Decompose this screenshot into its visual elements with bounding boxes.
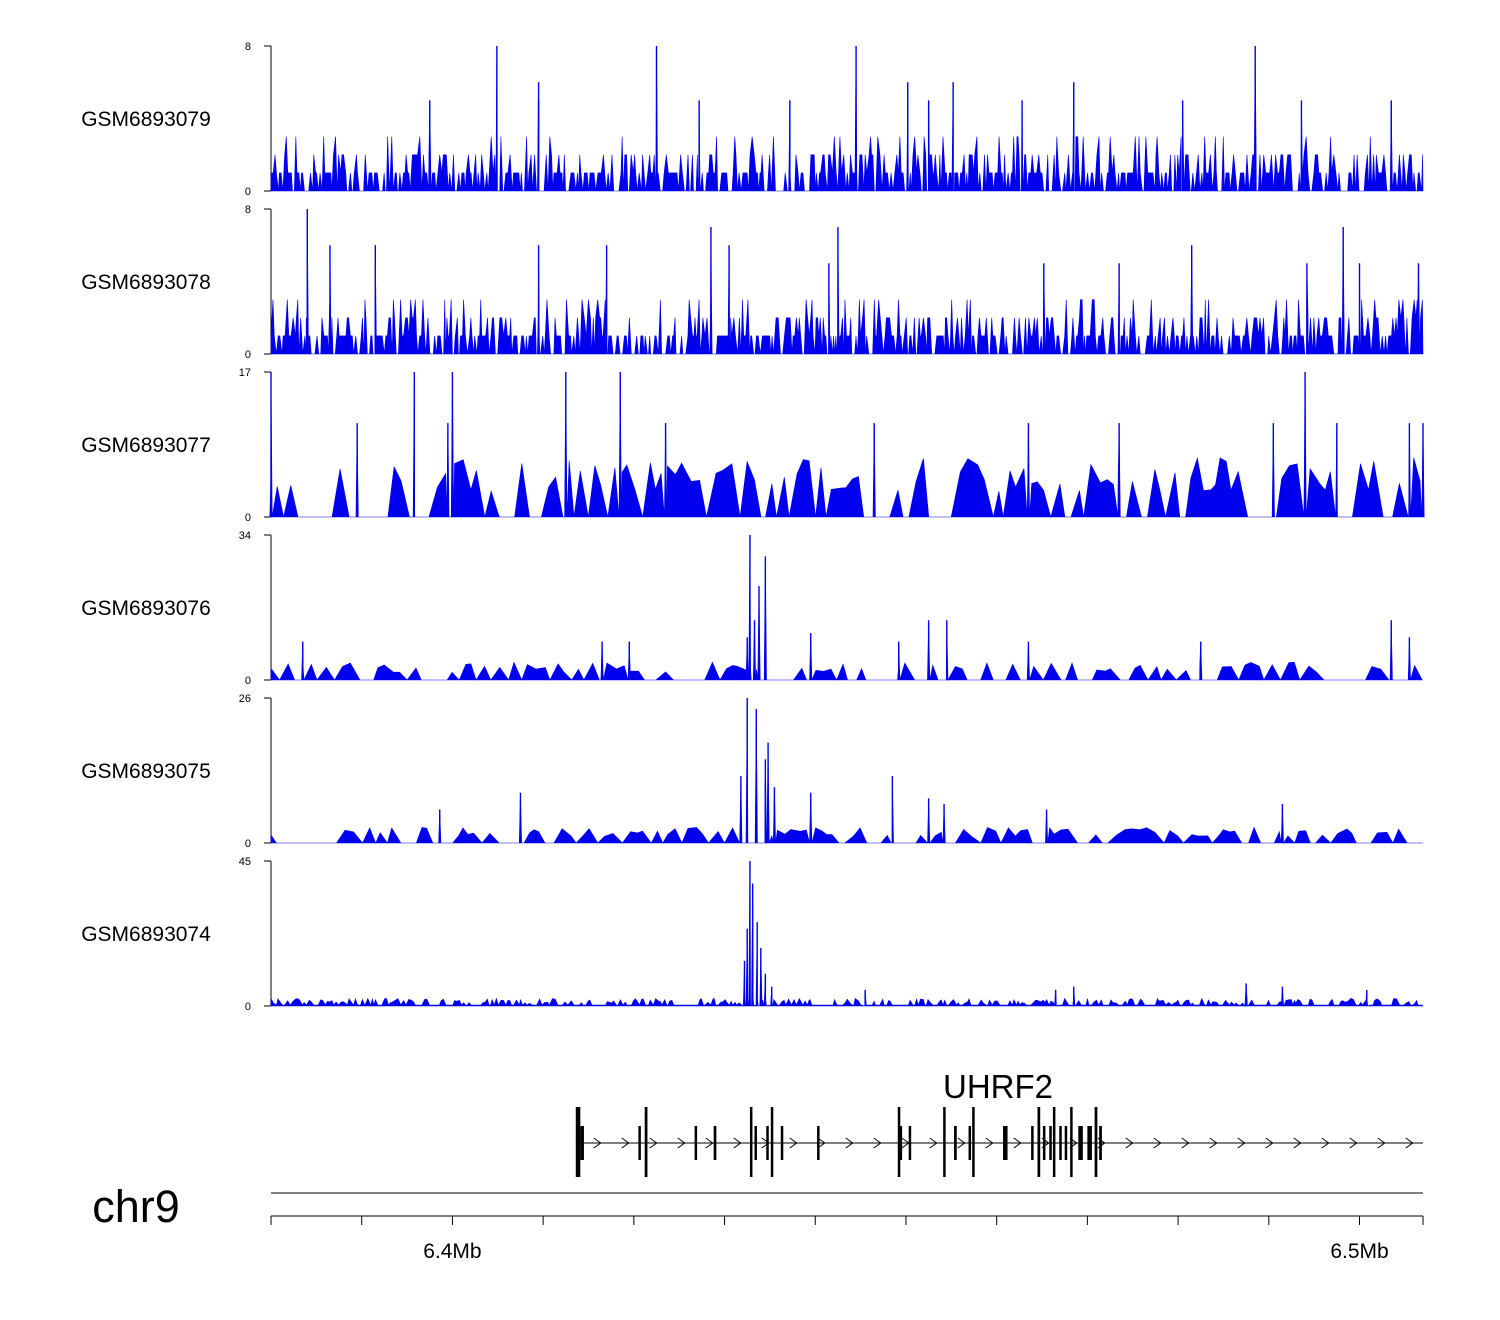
gene-annotation-track: UHRF2 [575,1068,1423,1177]
exon [899,1126,903,1160]
exon [713,1126,717,1160]
y-tick-label-min: 0 [245,675,251,687]
track-label: GSM6893079 [81,108,211,131]
exon [1087,1126,1092,1160]
y-tick-label-max: 26 [239,693,251,705]
strand-arrow [1405,1137,1414,1149]
genome-axis: chr9 6.4Mb 6.5Mb [92,1181,1424,1263]
track-GSM6893079: GSM6893079 8 0 [81,41,1424,198]
strand-arrow [677,1137,686,1149]
coverage-tracks: GSM689307980GSM689307880GSM6893077170GSM… [81,41,1425,1013]
coverage-area [270,534,1423,682]
exon [644,1107,648,1177]
exon [766,1126,769,1160]
x-tick-label: 6.5Mb [1330,1240,1388,1263]
y-tick-label-min: 0 [245,186,251,198]
exon [972,1107,975,1177]
y-tick-label-max: 34 [239,530,251,542]
coverage-area [269,371,1425,519]
strand-arrow [817,1137,826,1149]
exon [1031,1126,1034,1160]
y-tick-label-max: 8 [245,204,251,216]
coverage-area [270,208,1424,355]
track-label: GSM6893076 [81,597,211,620]
track-label: GSM6893075 [81,760,211,783]
y-tick-label-min: 0 [245,512,251,524]
exon [1094,1107,1098,1177]
strand-arrow [845,1137,854,1149]
exon [1049,1126,1052,1160]
exon [1059,1126,1062,1160]
strand-arrow [1209,1137,1218,1149]
track-label: GSM6893074 [81,923,211,946]
coverage-area [270,860,1424,1008]
y-tick-label-max: 8 [245,41,251,53]
y-tick-label-min: 0 [245,1001,251,1013]
strand-arrow [1265,1137,1274,1149]
track-label: GSM6893077 [81,434,211,457]
track-GSM6893074: GSM6893074 45 0 [81,856,1424,1013]
strand-arrow [873,1137,882,1149]
strand-arrow [1377,1137,1386,1149]
strand-arrow [733,1137,742,1149]
strand-arrow [705,1137,714,1149]
coverage-area [270,45,1424,192]
strand-arrow [1125,1137,1134,1149]
strand-arrow [789,1137,798,1149]
track-GSM6893077: GSM6893077 17 0 [81,367,1425,524]
track-label: GSM6893078 [81,271,211,294]
exon [817,1126,820,1160]
coverage-area [270,697,1423,845]
exon [770,1107,774,1177]
track-GSM6893076: GSM6893076 34 0 [81,530,1423,687]
strand-arrow [985,1137,994,1149]
strand-arrow [1013,1137,1022,1149]
exon [1052,1107,1056,1177]
exon [1099,1126,1102,1160]
y-tick-label-min: 0 [245,838,251,850]
exon [749,1107,753,1177]
strand-arrow [1293,1137,1302,1149]
exon [694,1126,698,1160]
exon [943,1107,946,1177]
exon [1042,1126,1046,1160]
strand-arrow [621,1137,630,1149]
exon [954,1126,957,1160]
strand-arrow [929,1137,938,1149]
exon [1070,1107,1073,1177]
strand-arrow [761,1137,770,1149]
chromosome-label: chr9 [92,1181,180,1232]
exon [897,1107,901,1177]
track-GSM6893078: GSM6893078 8 0 [81,204,1424,361]
strand-arrow [1237,1137,1246,1149]
x-tick-label: 6.4Mb [423,1240,481,1263]
strand-arrow [957,1137,966,1149]
strand-arrow [1349,1137,1358,1149]
exon [1064,1126,1068,1160]
y-tick-label-max: 45 [239,856,251,868]
exon [1078,1126,1083,1160]
exon [780,1126,784,1160]
strand-arrow [593,1137,602,1149]
exon [754,1126,757,1160]
track-GSM6893075: GSM6893075 26 0 [81,693,1423,850]
strand-arrow [1181,1137,1190,1149]
gene-name-label: UHRF2 [943,1068,1053,1105]
y-tick-label-min: 0 [245,349,251,361]
exon [1003,1126,1008,1160]
exon [968,1126,972,1160]
exon [575,1107,581,1177]
strand-arrow [1153,1137,1162,1149]
y-tick-label-max: 17 [239,367,251,379]
exon [580,1126,584,1160]
strand-arrow [1321,1137,1330,1149]
exon [908,1126,912,1160]
strand-arrow [649,1137,658,1149]
exon [638,1126,641,1160]
exon [1037,1107,1041,1177]
